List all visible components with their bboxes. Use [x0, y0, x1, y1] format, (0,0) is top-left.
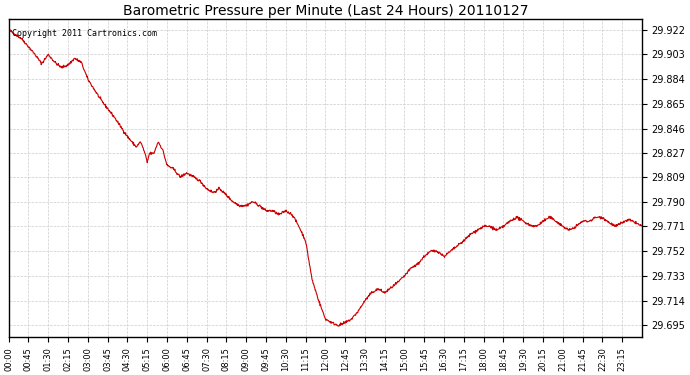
Text: Copyright 2011 Cartronics.com: Copyright 2011 Cartronics.com	[12, 29, 157, 38]
Title: Barometric Pressure per Minute (Last 24 Hours) 20110127: Barometric Pressure per Minute (Last 24 …	[123, 4, 528, 18]
